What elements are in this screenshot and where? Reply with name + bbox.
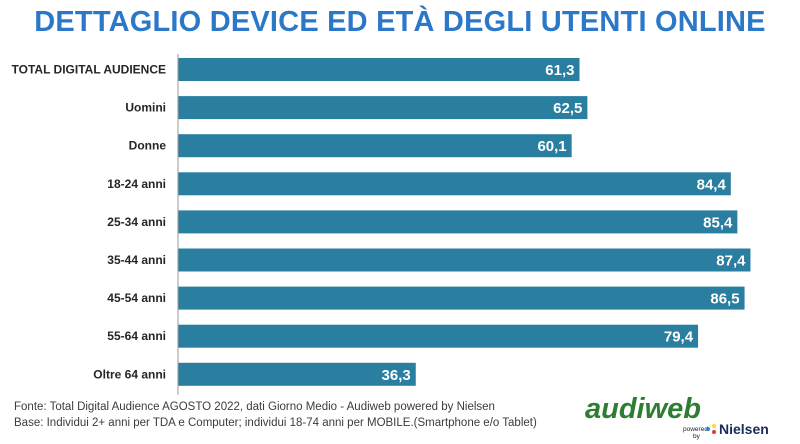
category-label: 45-54 anni (107, 291, 166, 305)
bar (178, 96, 588, 120)
bar (178, 286, 745, 310)
chart-title: DETTAGLIO DEVICE ED ETÀ DEGLI UTENTI ONL… (34, 6, 766, 38)
nielsen-mark-icon (706, 424, 716, 434)
bar (178, 362, 416, 386)
category-label: 25-34 anni (107, 215, 166, 229)
category-label: 18-24 anni (107, 177, 166, 191)
bar (178, 210, 738, 234)
category-label: 55-64 anni (107, 329, 166, 343)
value-label: 84,4 (697, 176, 727, 193)
svg-text:powered: powered (683, 426, 708, 433)
category-label: Oltre 64 anni (93, 367, 166, 381)
value-label: 62,5 (553, 100, 582, 117)
bar (178, 324, 699, 348)
svg-text:by: by (693, 433, 701, 440)
value-label: 61,3 (545, 62, 574, 79)
bar (178, 248, 751, 272)
source-note: Fonte: Total Digital Audience AGOSTO 202… (14, 401, 495, 413)
category-label: Uomini (125, 101, 166, 115)
svg-text:audiweb: audiweb (585, 393, 701, 425)
bar (178, 134, 572, 158)
audiweb-nielsen-logo: audiweb powered by Nielsen (585, 393, 769, 440)
category-label: 35-44 anni (107, 253, 166, 267)
base-note: Base: Individui 2+ anni per TDA e Comput… (14, 417, 537, 429)
value-label: 36,3 (382, 367, 411, 384)
value-label: 85,4 (703, 214, 733, 231)
value-label: 60,1 (537, 138, 566, 155)
category-label: TOTAL DIGITAL AUDIENCE (12, 63, 166, 77)
bar (178, 58, 580, 81)
bar (178, 172, 731, 196)
value-label: 79,4 (664, 329, 694, 346)
value-label: 87,4 (716, 253, 746, 270)
svg-text:Nielsen: Nielsen (719, 421, 769, 437)
category-label: Donne (129, 139, 167, 153)
value-label: 86,5 (710, 291, 739, 308)
